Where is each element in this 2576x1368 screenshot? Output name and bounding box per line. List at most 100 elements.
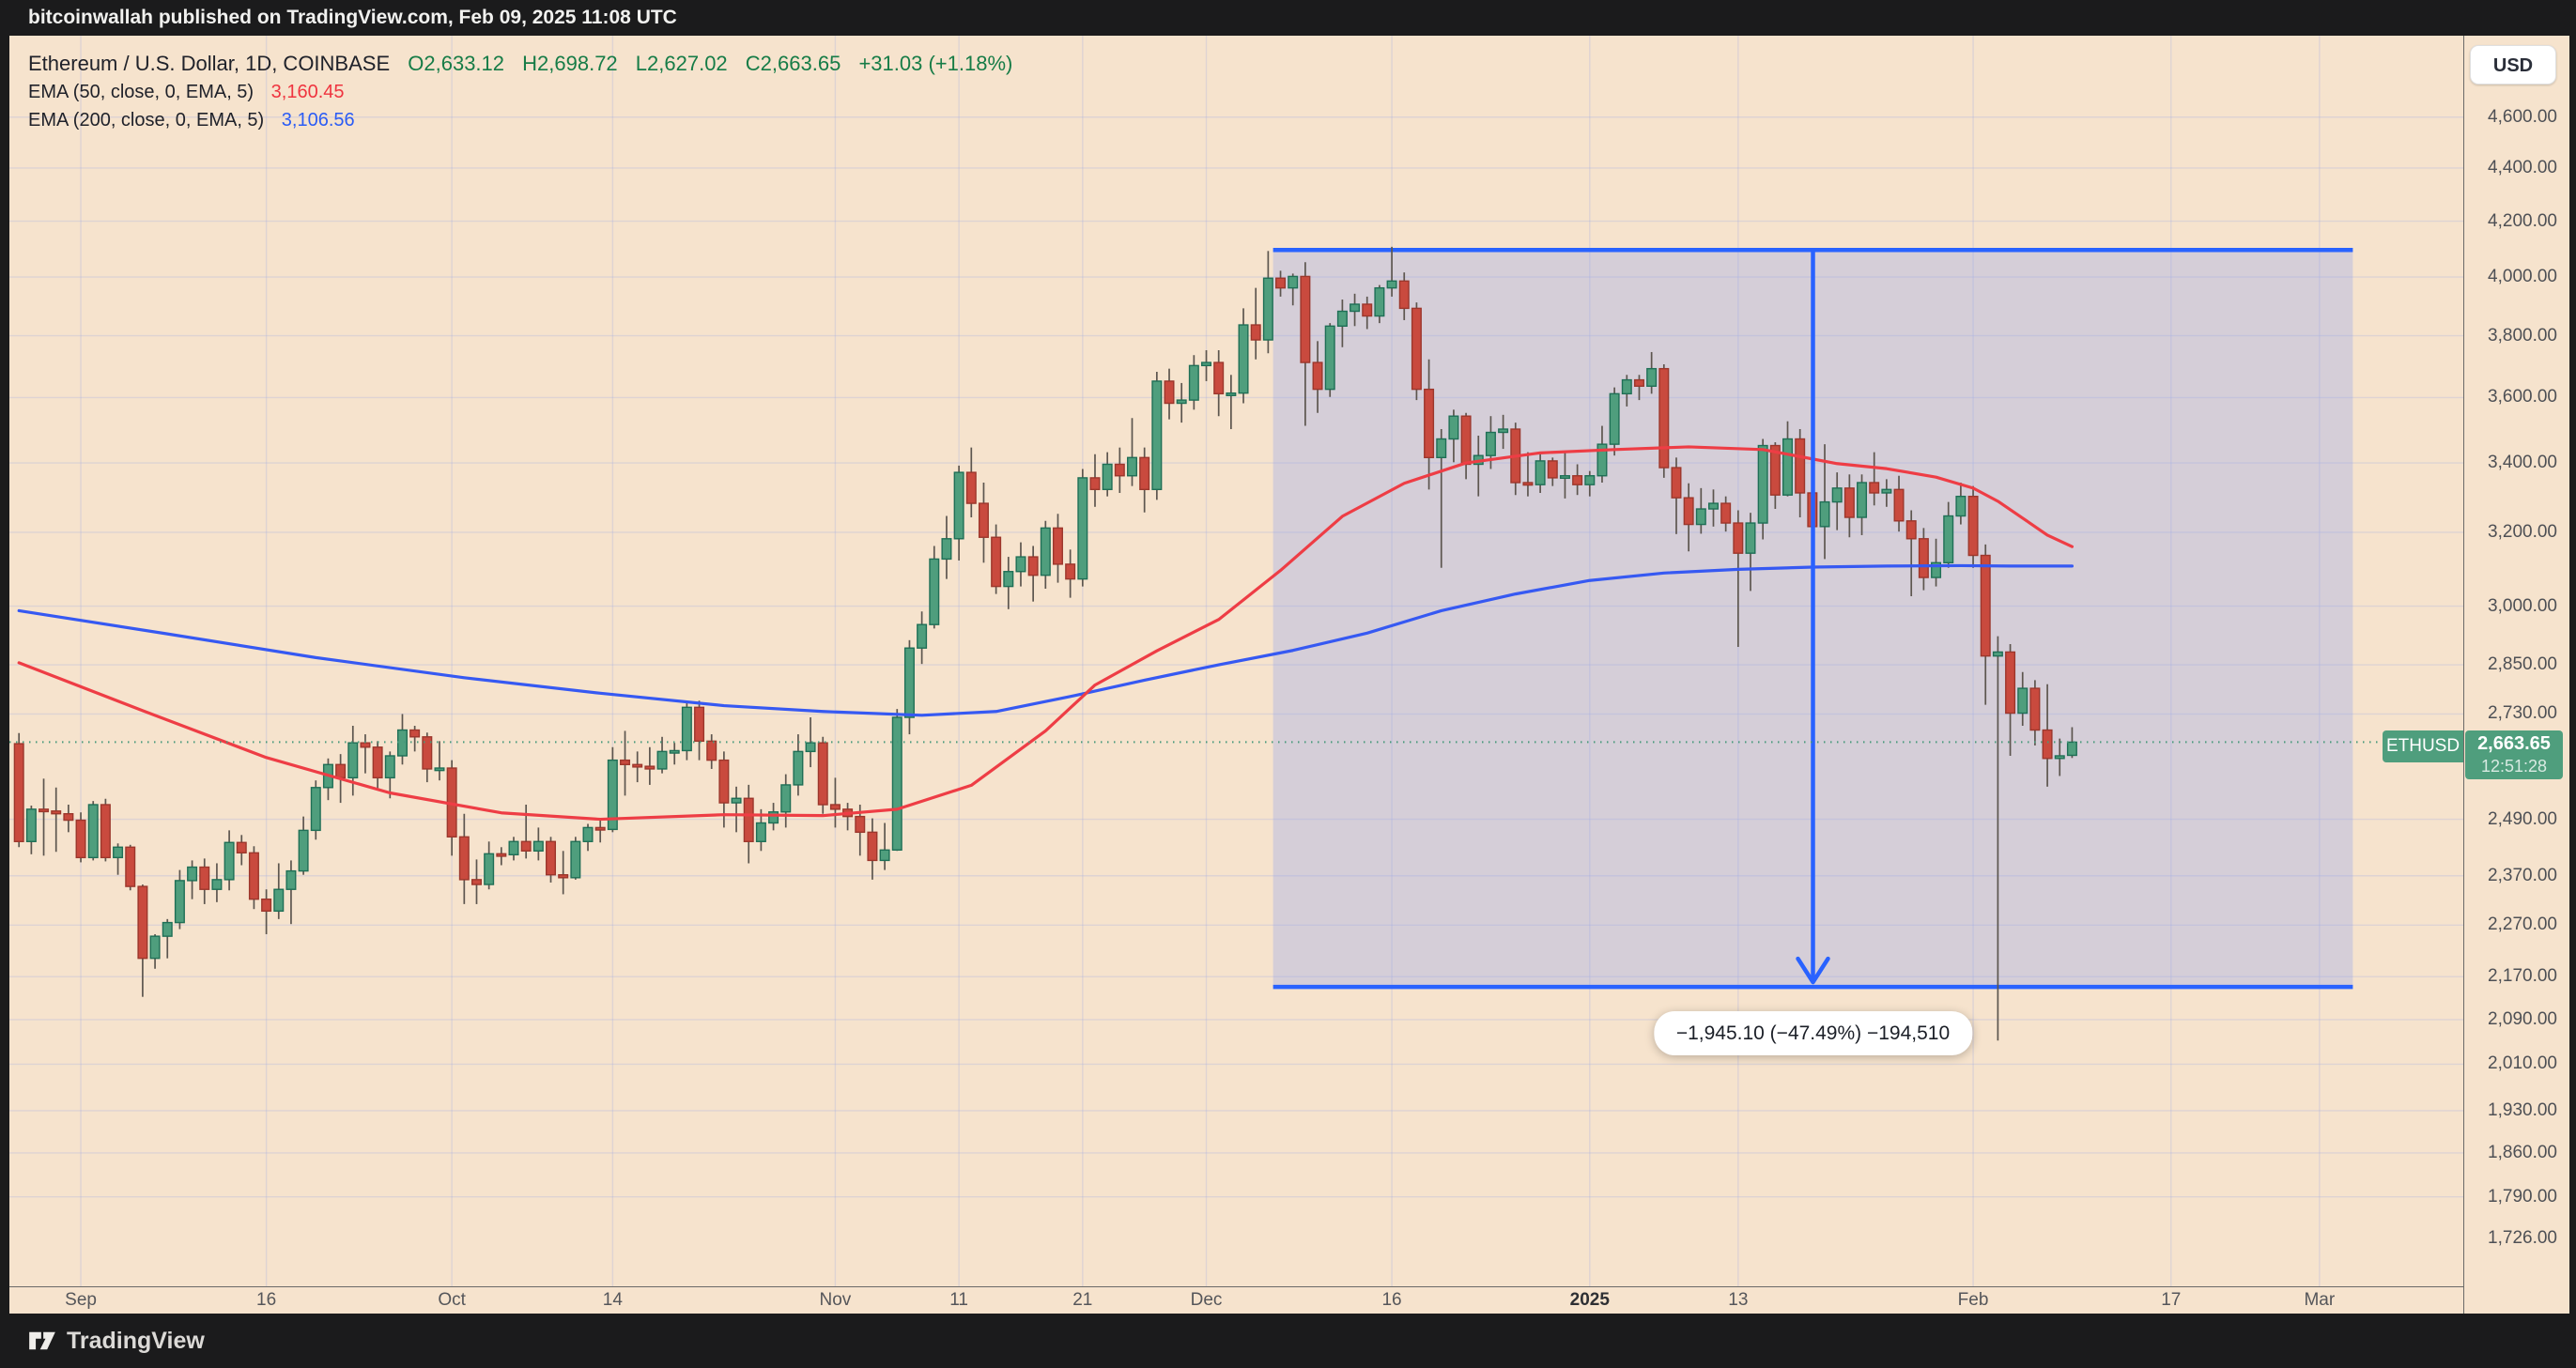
candle-body <box>817 742 828 806</box>
candle-body <box>125 846 136 887</box>
currency-toggle-button[interactable]: USD <box>2470 45 2556 85</box>
time-label: 16 <box>256 1290 277 1310</box>
candle-body <box>620 759 631 765</box>
candle-body <box>1498 428 1509 434</box>
candle-body <box>780 784 792 813</box>
price-label: 2,370.00 <box>2488 865 2557 885</box>
candle-body <box>1436 438 1447 459</box>
tradingview-brand-text[interactable]: TradingView <box>67 1327 205 1354</box>
footer: TradingView <box>0 1314 2576 1368</box>
candle-body <box>718 759 730 804</box>
candle-body <box>1757 444 1768 524</box>
candle-body <box>1288 275 1299 289</box>
candle-body <box>1609 392 1620 445</box>
candle-body <box>113 846 124 859</box>
candle-body <box>632 763 643 768</box>
price-label: 2,270.00 <box>2488 915 2557 935</box>
candle-body <box>1126 456 1137 477</box>
candle-body <box>582 826 594 842</box>
candle-body <box>1522 482 1534 486</box>
publish-bar-text: bitcoinwallah published on TradingView.c… <box>28 7 677 28</box>
price-label: 1,790.00 <box>2488 1186 2557 1207</box>
ema50-line <box>17 445 2075 822</box>
time-label: Feb <box>1957 1290 1989 1310</box>
candle-body <box>743 797 754 842</box>
candle-body <box>1584 475 1596 485</box>
candle-body <box>1485 431 1496 456</box>
ohlc-open: O2,633.12 <box>408 52 505 75</box>
candle-body <box>1040 527 1051 576</box>
candle-body <box>63 813 74 822</box>
candle-body <box>422 736 433 770</box>
candle-body <box>694 706 705 743</box>
candle-body <box>162 921 173 937</box>
time-label: Sep <box>65 1290 97 1310</box>
candle-body <box>1226 392 1237 396</box>
price-label: 2,090.00 <box>2488 1008 2557 1029</box>
candle-body <box>1745 522 1756 554</box>
price-label: 4,000.00 <box>2488 267 2557 287</box>
candle-body <box>310 787 321 832</box>
candle-body <box>929 558 940 625</box>
candle-body <box>903 647 915 718</box>
time-label: Oct <box>438 1290 466 1310</box>
candle-body <box>236 841 247 854</box>
candle-body <box>1547 460 1558 479</box>
candle-body <box>1943 515 1954 564</box>
price-label: 2,170.00 <box>2488 966 2557 987</box>
candle-body <box>1201 361 1212 367</box>
chart-canvas[interactable] <box>9 36 2463 1286</box>
candle-body <box>137 885 148 960</box>
ema50-value: 3,160.45 <box>270 82 345 102</box>
legend-ema200-row[interactable]: EMA (200, close, 0, EMA, 5) 3,106.56 <box>28 110 1012 138</box>
candle-body <box>1843 487 1855 518</box>
candle-body <box>1980 554 1991 657</box>
candle-body <box>1695 508 1706 526</box>
candle-body <box>1857 482 1868 518</box>
candle-body <box>1881 488 1892 494</box>
ohlc-change: +31.03 (+1.18%) <box>858 52 1013 75</box>
candle-body <box>1250 324 1261 341</box>
candle-body <box>298 829 309 872</box>
ohlc-close: C2,663.65 <box>745 52 841 75</box>
legend-ema50-row[interactable]: EMA (50, close, 0, EMA, 5) 3,160.45 <box>28 82 1012 110</box>
legend-symbol-row[interactable]: Ethereum / U.S. Dollar, 1D, COINBASE O2,… <box>28 52 1012 82</box>
candle-body <box>1015 556 1026 573</box>
ema200-line <box>17 563 2075 717</box>
candle-body <box>706 740 717 761</box>
time-label: Dec <box>1190 1290 1223 1310</box>
candle-body <box>273 888 285 913</box>
candle-body <box>396 729 408 757</box>
candle-body <box>1658 367 1670 469</box>
candle-body <box>1893 488 1905 522</box>
price-axis[interactable]: 4,600.00 4,400.00 4,200.00 4,000.00 3,800.00… <box>2463 36 2569 1314</box>
candle-body <box>149 935 161 960</box>
candle-body <box>1324 325 1335 391</box>
candle-body <box>2066 741 2077 757</box>
candle-body <box>520 840 532 853</box>
candle-body <box>1336 310 1348 328</box>
candle-body <box>1350 303 1361 313</box>
candle-body <box>211 879 223 890</box>
price-label: 3,800.00 <box>2488 325 2557 346</box>
candle-body <box>1176 399 1187 405</box>
candle-body <box>335 763 347 779</box>
candle-body <box>879 849 890 862</box>
candle-body <box>470 879 482 885</box>
candle-body <box>1065 563 1076 580</box>
candle-body <box>100 804 111 859</box>
candle-body <box>1448 415 1459 440</box>
time-axis[interactable]: Sep 16 Oct 14 Nov 11 21 Dec 16 2025 13 Feb 17 Mar <box>9 1286 2569 1314</box>
candle-body <box>1164 380 1175 405</box>
tradingview-logo-icon[interactable] <box>28 1329 56 1353</box>
ema200-value: 3,106.56 <box>281 110 355 131</box>
candle-body <box>1077 477 1088 580</box>
price-label: 2,010.00 <box>2488 1053 2557 1074</box>
candle-body <box>1967 495 1979 557</box>
candle-body <box>793 750 804 786</box>
candle-body <box>1238 324 1249 394</box>
candle-body <box>1559 475 1570 480</box>
candle-body <box>1052 527 1063 565</box>
symbol-title: Ethereum / U.S. Dollar, 1D, COINBASE <box>28 52 391 75</box>
price-label: 3,200.00 <box>2488 521 2557 542</box>
